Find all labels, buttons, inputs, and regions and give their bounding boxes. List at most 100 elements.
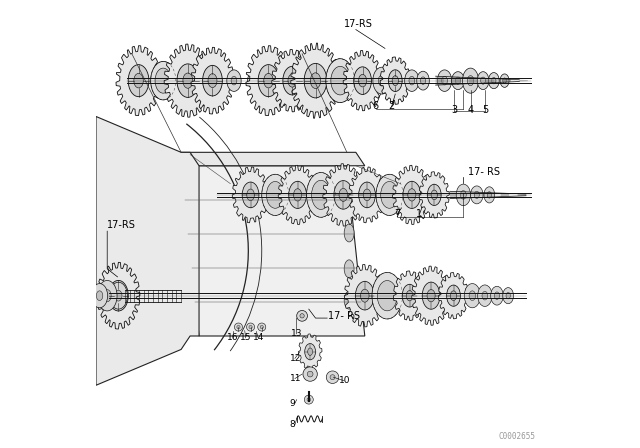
- Ellipse shape: [376, 174, 403, 215]
- Text: 16: 16: [227, 333, 239, 342]
- Ellipse shape: [442, 76, 447, 85]
- Polygon shape: [298, 334, 322, 370]
- Ellipse shape: [354, 67, 371, 95]
- Ellipse shape: [242, 182, 259, 208]
- Ellipse shape: [134, 73, 143, 88]
- Ellipse shape: [477, 285, 492, 306]
- Ellipse shape: [392, 76, 399, 86]
- Ellipse shape: [260, 325, 264, 329]
- Polygon shape: [450, 191, 458, 198]
- Ellipse shape: [109, 280, 128, 311]
- Polygon shape: [96, 116, 199, 385]
- Polygon shape: [438, 272, 468, 319]
- Ellipse shape: [417, 71, 429, 90]
- Ellipse shape: [470, 186, 483, 204]
- Ellipse shape: [288, 74, 296, 87]
- Polygon shape: [484, 193, 492, 197]
- Polygon shape: [518, 194, 526, 196]
- Text: 17-RS: 17-RS: [344, 19, 372, 29]
- Polygon shape: [436, 76, 444, 85]
- Ellipse shape: [304, 64, 327, 98]
- Text: 1: 1: [417, 209, 422, 219]
- Text: 17- RS: 17- RS: [328, 311, 360, 321]
- Ellipse shape: [406, 291, 413, 301]
- Polygon shape: [232, 167, 269, 223]
- Polygon shape: [452, 77, 461, 84]
- Ellipse shape: [422, 282, 440, 309]
- Ellipse shape: [249, 325, 252, 329]
- Ellipse shape: [303, 367, 317, 381]
- Ellipse shape: [310, 73, 321, 89]
- Ellipse shape: [358, 74, 367, 87]
- Ellipse shape: [402, 284, 417, 307]
- Ellipse shape: [456, 184, 470, 206]
- Ellipse shape: [451, 291, 457, 301]
- Ellipse shape: [237, 325, 240, 329]
- Ellipse shape: [183, 73, 193, 88]
- Polygon shape: [519, 80, 528, 82]
- Ellipse shape: [378, 75, 385, 86]
- Ellipse shape: [487, 192, 492, 198]
- Ellipse shape: [307, 172, 335, 217]
- Ellipse shape: [463, 68, 479, 93]
- Text: 3: 3: [451, 105, 458, 115]
- Polygon shape: [500, 193, 509, 197]
- Polygon shape: [419, 172, 449, 218]
- Ellipse shape: [109, 282, 127, 309]
- Ellipse shape: [488, 73, 499, 89]
- Ellipse shape: [467, 76, 474, 86]
- Ellipse shape: [481, 77, 485, 84]
- Text: 9: 9: [289, 399, 295, 408]
- Ellipse shape: [155, 68, 172, 93]
- Polygon shape: [191, 47, 234, 114]
- Ellipse shape: [344, 224, 354, 242]
- Ellipse shape: [344, 291, 354, 309]
- Ellipse shape: [331, 66, 349, 95]
- Ellipse shape: [97, 280, 117, 311]
- Ellipse shape: [360, 289, 369, 302]
- Text: 10: 10: [339, 376, 350, 385]
- Ellipse shape: [264, 73, 273, 88]
- Ellipse shape: [203, 65, 222, 96]
- Ellipse shape: [431, 190, 437, 200]
- Text: 15: 15: [240, 333, 252, 342]
- Polygon shape: [116, 46, 161, 116]
- Polygon shape: [349, 167, 385, 223]
- Ellipse shape: [304, 395, 314, 404]
- Ellipse shape: [300, 314, 304, 318]
- Polygon shape: [323, 164, 364, 226]
- Ellipse shape: [297, 310, 307, 321]
- Ellipse shape: [330, 375, 335, 380]
- Ellipse shape: [456, 77, 461, 84]
- Ellipse shape: [403, 181, 420, 208]
- Polygon shape: [344, 264, 385, 327]
- Ellipse shape: [437, 70, 452, 91]
- Text: 6: 6: [372, 101, 379, 111]
- Ellipse shape: [482, 291, 488, 300]
- Ellipse shape: [344, 260, 354, 278]
- Ellipse shape: [469, 291, 476, 301]
- Ellipse shape: [358, 182, 376, 208]
- Polygon shape: [486, 78, 494, 83]
- Polygon shape: [163, 152, 365, 166]
- Ellipse shape: [427, 289, 435, 302]
- Ellipse shape: [305, 344, 316, 360]
- Ellipse shape: [294, 189, 301, 201]
- Ellipse shape: [266, 181, 284, 208]
- Ellipse shape: [326, 59, 355, 103]
- Polygon shape: [272, 49, 313, 112]
- Text: 13: 13: [291, 329, 302, 338]
- Text: 17-RS: 17-RS: [107, 220, 136, 230]
- Ellipse shape: [461, 190, 466, 199]
- Polygon shape: [394, 271, 426, 320]
- Ellipse shape: [372, 272, 403, 319]
- Text: 14: 14: [253, 333, 264, 342]
- Polygon shape: [343, 51, 382, 111]
- Polygon shape: [246, 46, 291, 116]
- Ellipse shape: [334, 181, 353, 209]
- Ellipse shape: [326, 371, 339, 383]
- Polygon shape: [97, 263, 140, 329]
- Ellipse shape: [150, 61, 176, 100]
- Ellipse shape: [381, 181, 398, 208]
- Ellipse shape: [247, 189, 254, 201]
